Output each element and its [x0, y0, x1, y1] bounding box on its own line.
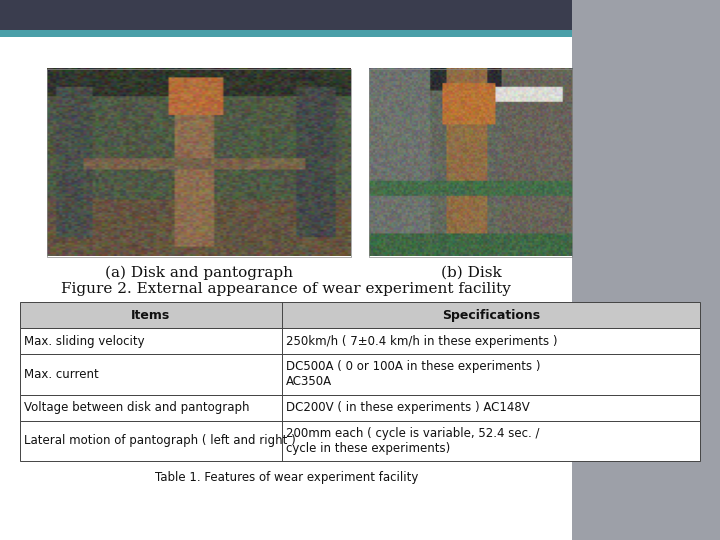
- Text: DC200V ( in these experiments ) AC148V: DC200V ( in these experiments ) AC148V: [286, 401, 530, 414]
- Text: Items: Items: [131, 309, 171, 322]
- Text: (b) Disk: (b) Disk: [441, 266, 501, 280]
- Text: Specifications: Specifications: [442, 309, 540, 322]
- Text: Lateral motion of pantograph ( left and right ): Lateral motion of pantograph ( left and …: [24, 434, 296, 448]
- Bar: [47, 69, 351, 256]
- Text: (a) Disk and pantograph: (a) Disk and pantograph: [104, 266, 293, 280]
- Text: Figure 2. External appearance of wear experiment facility: Figure 2. External appearance of wear ex…: [61, 282, 511, 296]
- Text: Max. sliding velocity: Max. sliding velocity: [24, 335, 145, 348]
- Bar: [572, 0, 720, 540]
- Bar: [369, 69, 572, 256]
- Bar: [0, 37, 572, 540]
- Text: 200mm each ( cycle is variable, 52.4 sec. /
cycle in these experiments): 200mm each ( cycle is variable, 52.4 sec…: [286, 427, 540, 455]
- Bar: [20, 354, 700, 395]
- Text: Table 1. Features of wear experiment facility: Table 1. Features of wear experiment fac…: [155, 471, 418, 484]
- Text: 250km/h ( 7±0.4 km/h in these experiments ): 250km/h ( 7±0.4 km/h in these experiment…: [286, 335, 558, 348]
- Bar: [20, 421, 700, 461]
- Text: Max. current: Max. current: [24, 368, 99, 381]
- Bar: [20, 395, 700, 421]
- Bar: [0, 30, 720, 37]
- Bar: [20, 328, 700, 354]
- Text: DC500A ( 0 or 100A in these experiments )
AC350A: DC500A ( 0 or 100A in these experiments …: [286, 361, 541, 388]
- Bar: [20, 302, 700, 328]
- Text: Voltage between disk and pantograph: Voltage between disk and pantograph: [24, 401, 250, 414]
